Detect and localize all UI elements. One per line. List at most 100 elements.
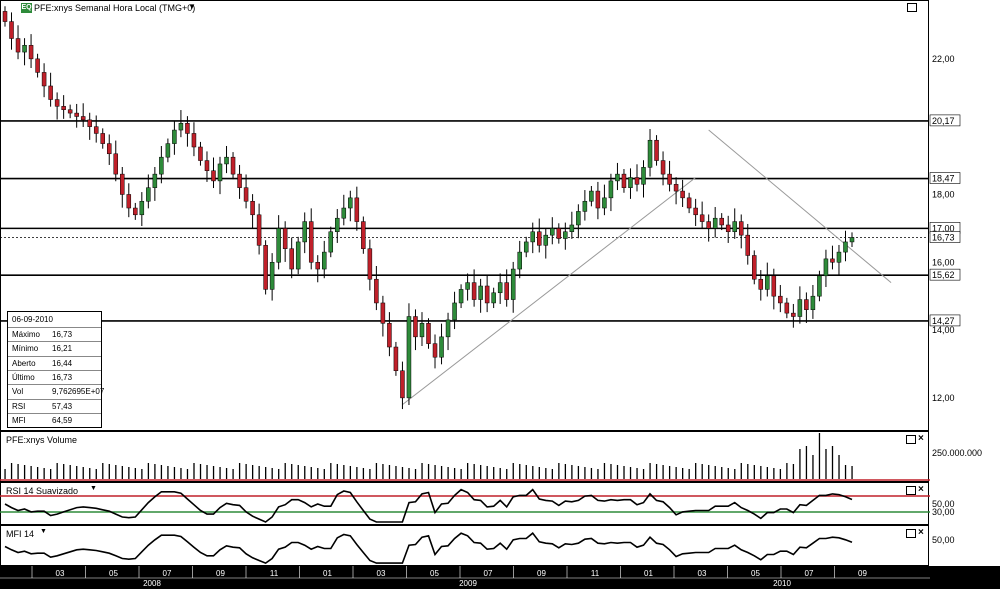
volume-bar bbox=[343, 465, 345, 479]
volume-bar bbox=[154, 464, 156, 479]
volume-bar bbox=[799, 449, 801, 479]
candle bbox=[849, 237, 855, 243]
volume-bar bbox=[818, 433, 821, 479]
mfi-panel-frame bbox=[0, 525, 929, 566]
volume-bar bbox=[108, 464, 110, 479]
candle bbox=[582, 200, 588, 212]
volume-bar bbox=[421, 463, 423, 479]
x-tick-label: 11 bbox=[270, 569, 279, 578]
info-box: 06-09-2010 Máximo 16,73 Mínimo 16,21 Aberto 1… bbox=[7, 311, 104, 428]
candle bbox=[471, 282, 477, 300]
candle bbox=[628, 177, 633, 188]
candle bbox=[576, 211, 581, 226]
volume-bar bbox=[167, 466, 169, 479]
info-label: Mínimo bbox=[12, 344, 39, 354]
candle bbox=[191, 133, 197, 148]
volume-bar bbox=[805, 446, 808, 479]
candle bbox=[133, 207, 138, 216]
volume-bar bbox=[427, 464, 430, 479]
maximize-icon[interactable] bbox=[907, 3, 917, 12]
candle bbox=[569, 224, 575, 233]
x-tick-label: 09 bbox=[858, 569, 867, 578]
volume-bar bbox=[668, 466, 671, 479]
price-panel-frame bbox=[0, 0, 929, 431]
candle bbox=[836, 251, 842, 263]
candle bbox=[699, 214, 705, 222]
candle bbox=[282, 228, 288, 249]
candle bbox=[315, 262, 320, 270]
volume-bar bbox=[82, 467, 84, 479]
volume-bar bbox=[519, 464, 521, 479]
volume-bar bbox=[493, 467, 495, 479]
volume-bar bbox=[356, 467, 358, 479]
volume-bar bbox=[245, 464, 247, 479]
x-tick-label: 01 bbox=[323, 569, 332, 578]
rsi-dropdown-icon[interactable]: ▼ bbox=[90, 485, 97, 492]
y-tick-label: 22,00 bbox=[932, 54, 955, 64]
volume-bar bbox=[584, 467, 586, 479]
triangle-down-icon[interactable]: ▼ bbox=[188, 2, 196, 11]
x-tick-label: 07 bbox=[805, 569, 814, 578]
volume-close-icon[interactable]: × bbox=[918, 433, 924, 444]
volume-bar bbox=[649, 463, 651, 479]
candle bbox=[465, 282, 470, 290]
candle bbox=[380, 302, 386, 324]
info-value: 57,43 bbox=[52, 401, 73, 411]
candle bbox=[361, 221, 366, 249]
volume-bar bbox=[369, 469, 371, 479]
candle bbox=[276, 228, 281, 263]
volume-bar bbox=[147, 463, 150, 479]
candle bbox=[367, 248, 373, 280]
info-row: Aberto 16,44 bbox=[8, 355, 101, 371]
candle bbox=[126, 194, 132, 209]
candle bbox=[725, 224, 731, 233]
volume-bar bbox=[128, 467, 130, 479]
candle bbox=[765, 275, 770, 290]
mfi-close-icon[interactable]: × bbox=[918, 527, 924, 538]
x-tick-label: 07 bbox=[163, 569, 172, 578]
trendline bbox=[708, 129, 892, 283]
volume-bar bbox=[180, 468, 182, 479]
volume-bar bbox=[714, 466, 716, 479]
candle bbox=[712, 217, 718, 229]
volume-bar bbox=[551, 469, 553, 479]
info-value: 64,59 bbox=[52, 415, 73, 425]
rsi-close-icon[interactable]: × bbox=[918, 484, 924, 495]
volume-bar bbox=[688, 469, 690, 479]
mfi-dropdown-icon[interactable]: ▼ bbox=[40, 528, 47, 535]
candle bbox=[100, 133, 105, 144]
volume-bar bbox=[134, 468, 137, 479]
candle bbox=[413, 316, 418, 338]
volume-bar bbox=[532, 466, 534, 479]
volume-bar bbox=[232, 469, 234, 479]
candle bbox=[211, 170, 216, 182]
candle bbox=[48, 85, 53, 100]
volume-bar bbox=[708, 465, 710, 479]
volume-bar bbox=[701, 464, 703, 479]
rsi-maximize-icon[interactable] bbox=[906, 486, 916, 495]
candle bbox=[22, 45, 27, 53]
volume-bar bbox=[297, 465, 299, 479]
info-row: Mínimo 16,21 bbox=[8, 341, 101, 356]
candle bbox=[35, 58, 40, 73]
x-tick-label: 11 bbox=[591, 569, 600, 578]
candle bbox=[172, 129, 177, 144]
info-row: MFI 64,59 bbox=[8, 412, 101, 428]
candle bbox=[556, 228, 562, 239]
candle bbox=[308, 221, 314, 263]
volume-maximize-icon[interactable] bbox=[906, 435, 916, 444]
volume-bar bbox=[323, 469, 325, 479]
candle bbox=[217, 163, 223, 182]
level-label-box bbox=[929, 172, 961, 184]
mfi-maximize-icon[interactable] bbox=[906, 529, 916, 538]
candle bbox=[165, 143, 171, 158]
candle bbox=[654, 139, 659, 161]
candle bbox=[322, 251, 327, 270]
info-label: Aberto bbox=[12, 358, 36, 368]
volume-bar bbox=[30, 466, 32, 479]
candle bbox=[778, 295, 783, 304]
candle bbox=[791, 312, 796, 317]
candle bbox=[484, 285, 490, 304]
